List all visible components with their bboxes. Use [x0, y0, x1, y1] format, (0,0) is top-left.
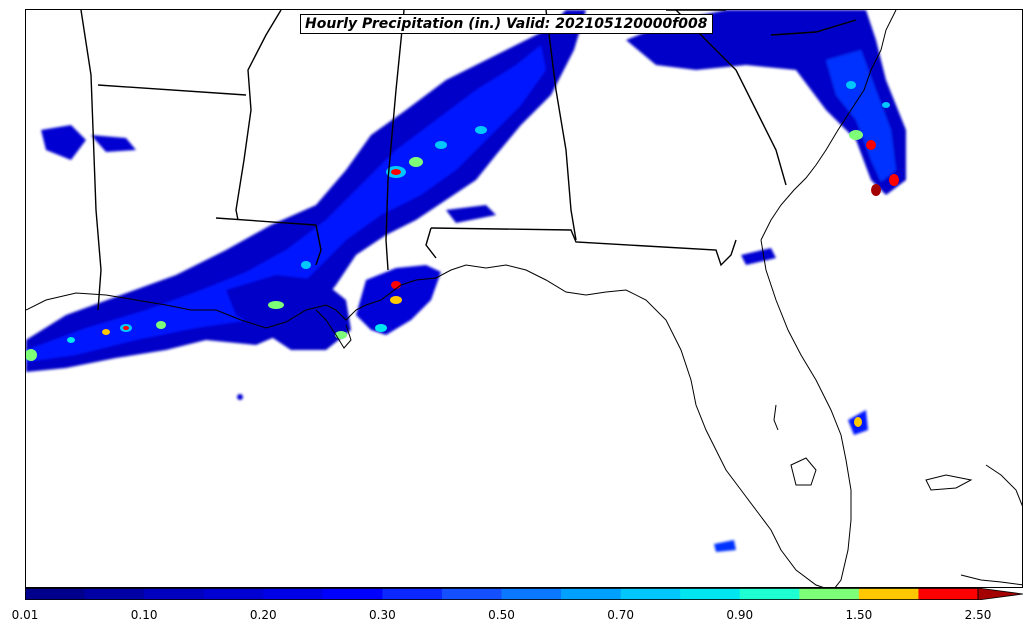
- coastline-lake-okeechobee: [790, 457, 817, 486]
- colorbar-bin: [918, 588, 979, 600]
- colorbar: [25, 588, 1023, 600]
- colorbar-bin: [441, 588, 502, 600]
- colorbar-tick-label: 0.90: [726, 608, 754, 622]
- state-border-nc-sc: [770, 19, 857, 36]
- state-border-ar-north: [97, 84, 247, 96]
- coastline-cuba-east: [985, 464, 1022, 507]
- boundaries: [80, 10, 857, 311]
- coastline-atlantic-fl: [760, 239, 852, 587]
- precipitation-map: [26, 10, 1022, 587]
- colorbar-bin: [680, 588, 741, 600]
- precip-texas-1: [41, 125, 86, 160]
- precip-main-band: [26, 10, 586, 372]
- colorbar-bin: [620, 588, 681, 600]
- coastline-bahamas: [925, 474, 973, 491]
- state-border-ms-al: [385, 10, 405, 271]
- map-title: Hourly Precipitation (in.) Valid: 202105…: [300, 14, 713, 34]
- colorbar-bin: [84, 588, 145, 600]
- colorbar-tick-label: 0.20: [249, 608, 277, 622]
- colorbar-tick-label: 0.10: [130, 608, 158, 622]
- coastline-mississippi-delta: [315, 309, 352, 349]
- colorbar-tick-label: 0.70: [607, 608, 634, 622]
- colorbar-bin: [382, 588, 443, 600]
- precip-carolinas-core: [826, 50, 896, 182]
- coastline-bays: [773, 404, 779, 431]
- colorbar-bin: [322, 588, 383, 600]
- state-border-fl-al: [425, 227, 437, 259]
- precip-gulf-cell: [714, 540, 736, 552]
- colorbar-bin: [561, 588, 622, 600]
- colorbar-bin: [263, 588, 324, 600]
- precip-georgia-strip: [446, 205, 496, 223]
- colorbar-bin: [144, 588, 205, 600]
- precip-dot: [237, 394, 243, 400]
- coastline-gulf: [26, 264, 824, 587]
- colorbar-bin: [501, 588, 562, 600]
- state-border-al-ga: [545, 10, 577, 241]
- colorbar-tick-label: 2.50: [964, 608, 992, 622]
- precip-se-coast: [741, 248, 776, 265]
- colorbar-tick-label: 0.30: [369, 608, 396, 622]
- colorbar-tick-label: 0.50: [488, 608, 515, 622]
- state-border-la-ms: [215, 217, 322, 266]
- map-panel: [25, 9, 1023, 588]
- colorbar-bin: [739, 588, 800, 600]
- colorbar-tick-label: 1.50: [845, 608, 873, 622]
- precipitation-field: [26, 10, 906, 552]
- precip-intense-cells: [26, 81, 899, 427]
- colorbar-bin: [203, 588, 264, 600]
- precip-texas-2: [91, 135, 136, 152]
- colorbar-extend-arrow: [977, 588, 1023, 600]
- state-border-ga-sc: [675, 10, 787, 186]
- precip-carolinas: [626, 10, 906, 195]
- colorbar-bin: [799, 588, 860, 600]
- state-border-fl-north: [430, 227, 737, 267]
- colorbar-tick-label: 0.01: [11, 608, 39, 622]
- coastline-carolinas: [760, 10, 897, 241]
- colorbar-bin: [25, 588, 86, 600]
- precip-louisiana: [226, 275, 351, 350]
- coastline: [26, 10, 1022, 587]
- state-border-tx-la: [80, 10, 102, 311]
- colorbar-bin: [858, 588, 919, 600]
- colorbar-outline: [25, 588, 979, 600]
- coastline-cuba-west: [960, 574, 1022, 586]
- state-border-ms-river: [235, 10, 282, 221]
